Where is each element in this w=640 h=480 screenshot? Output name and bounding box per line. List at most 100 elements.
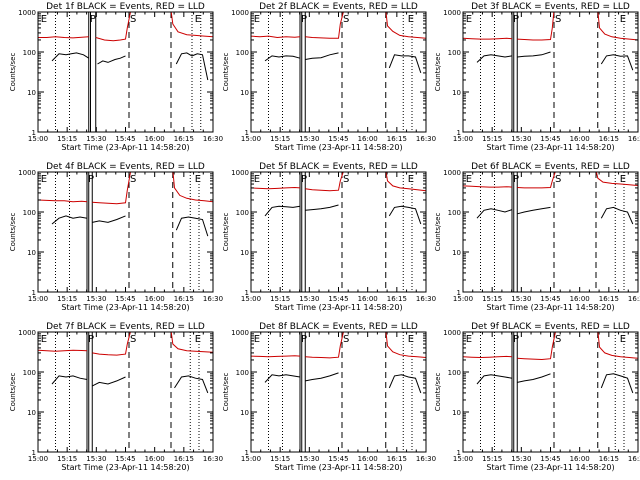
chart-title: Det 9f BLACK = Events, RED = LLD [471,322,630,332]
lld-series-line [597,12,638,41]
lld-series-line [38,36,89,39]
y-axis-label: Counts/sec [222,373,230,412]
phase-marker-e: E [254,14,260,25]
x-tick-label: 15:45 [115,135,135,143]
lld-series-line [38,199,88,203]
phase-marker-e: E [41,14,47,25]
events-series-line [305,204,339,211]
events-series-line [476,208,513,219]
x-axis-label: Start Time (23-Apr-11 14:58:20) [61,143,189,152]
x-tick-label: 16:30 [628,295,640,303]
x-tick-label: 15:30 [86,295,106,303]
y-tick-label: 100 [236,209,249,217]
plot-frame [37,331,214,453]
y-tick-label: 1000 [18,9,36,17]
lld-series-line [305,12,344,39]
y-tick-label: 1 [32,129,36,137]
x-tick-label: 15:00 [28,295,48,303]
x-tick-label: 16:00 [570,455,590,463]
phase-marker-e: E [620,14,626,25]
lld-series-line [463,185,513,188]
events-series-line [51,52,90,62]
y-axis-label: Counts/sec [434,53,442,92]
chart-title: Det 7f BLACK = Events, RED = LLD [46,322,205,332]
phase-marker-s: S [343,334,349,345]
chart-title: Det 8f BLACK = Events, RED = LLD [259,322,418,332]
plot-frame [250,331,427,453]
lld-series-line [170,12,213,38]
events-series-line [175,216,209,237]
phase-marker-e: E [408,14,414,25]
lld-series-line [463,355,513,359]
y-axis-label: Counts/sec [9,213,17,252]
events-series-line [174,375,209,394]
x-tick-label: 16:30 [628,135,640,143]
lld-series-line [385,12,426,39]
x-tick-label: 16:00 [358,135,378,143]
y-tick-label: 1 [457,449,461,457]
x-tick-label: 16:00 [358,455,378,463]
y-tick-label: 1 [32,289,36,297]
x-tick-label: 16:30 [416,295,436,303]
y-tick-label: 100 [236,369,249,377]
x-tick-label: 16:15 [599,135,619,143]
x-tick-label: 15:00 [453,135,473,143]
phase-marker-e: E [466,174,472,185]
events-series-line [264,374,301,383]
chart-panel-5: Det 5f BLACK = Events, RED = LLD 1 10 100 10… [222,162,436,312]
y-tick-label: 100 [448,49,461,57]
x-tick-label: 16:30 [628,455,640,463]
chart-panel-3: Det 3f BLACK = Events, RED = LLD 1 10 100 10… [434,2,640,152]
lld-series-line [385,172,426,192]
x-axis-label: Start Time (23-Apr-11 14:58:20) [486,303,614,312]
phase-marker-s: S [130,334,136,345]
events-series-line [600,206,634,225]
x-tick-label: 16:15 [174,135,194,143]
y-tick-label: 100 [23,49,36,57]
x-tick-label: 16:00 [145,295,165,303]
chart-panel-1: Det 1f BLACK = Events, RED = LLD 1 10 100 10… [9,2,223,152]
plot-frame [462,331,639,453]
x-tick-label: 15:30 [86,135,106,143]
plot-frame [37,11,214,133]
x-tick-label: 15:30 [299,295,319,303]
events-series-line [264,205,301,217]
y-axis-label: Counts/sec [9,53,17,92]
x-tick-label: 15:45 [540,455,560,463]
lld-series-line [517,332,556,361]
y-axis-label: Counts/sec [9,373,17,412]
y-axis-label: Counts/sec [434,213,442,252]
y-tick-label: 1000 [231,169,249,177]
x-tick-label: 16:15 [387,455,407,463]
lld-series-line [38,349,88,352]
y-tick-label: 100 [23,209,36,217]
y-axis-label: Counts/sec [222,213,230,252]
y-tick-label: 1000 [443,329,461,337]
x-tick-label: 15:45 [328,135,348,143]
y-axis-label: Counts/sec [434,373,442,412]
lld-series-line [595,172,638,186]
x-tick-label: 15:15 [482,295,502,303]
x-axis-label: Start Time (23-Apr-11 14:58:20) [61,303,189,312]
x-axis-label: Start Time (23-Apr-11 14:58:20) [274,143,402,152]
y-tick-label: 10 [27,409,36,417]
events-series-line [92,215,126,223]
phase-marker-s: S [130,174,136,185]
lld-series-line [251,35,301,39]
y-tick-label: 1 [457,289,461,297]
events-series-line [97,55,126,65]
chart-panel-4: Det 4f BLACK = Events, RED = LLD 1 10 100 10… [9,162,223,312]
phase-marker-p: P [513,174,519,185]
chart-title: Det 4f BLACK = Events, RED = LLD [46,162,205,172]
x-axis-label: Start Time (23-Apr-11 14:58:20) [274,303,402,312]
y-tick-label: 1 [457,129,461,137]
phase-marker-s: S [343,14,349,25]
events-series-line [600,54,634,71]
phase-marker-p: P [88,174,94,185]
x-tick-label: 15:30 [86,455,106,463]
y-axis-label: Counts/sec [222,53,230,92]
x-tick-label: 16:30 [203,455,223,463]
y-tick-label: 10 [452,89,461,97]
chart-panel-9: Det 9f BLACK = Events, RED = LLD 1 10 100 10… [434,322,640,472]
x-tick-label: 16:00 [145,135,165,143]
